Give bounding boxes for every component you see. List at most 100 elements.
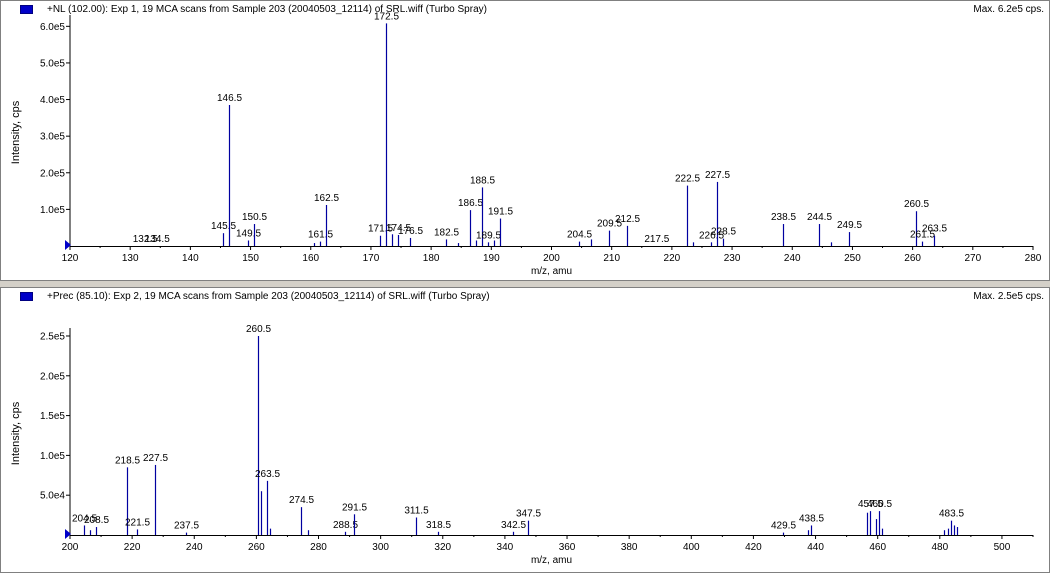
peak-label: 176.5: [398, 226, 423, 237]
peak-label: 237.5: [174, 521, 199, 532]
y-tick-label: 1.0e5: [40, 451, 65, 462]
x-tick-label: 140: [182, 253, 199, 264]
peak-label: 263.5: [255, 469, 280, 480]
x-tick-label: 210: [603, 253, 620, 264]
x-tick-label: 170: [363, 253, 380, 264]
x-tick-label: 270: [964, 253, 981, 264]
x-tick-label: 260: [248, 542, 265, 553]
peak-label: 263.5: [922, 224, 947, 235]
spectrum-plot-prec[interactable]: 200 220 240 260 280 300 320 340 360 380 400 420 440 4…: [1, 288, 1049, 572]
peak-label: 146.5: [217, 93, 242, 104]
x-tick-label: 160: [302, 253, 319, 264]
y-tick-label: 2.5e5: [40, 331, 65, 342]
peak-label: 457.5: [858, 499, 883, 510]
x-tick-label: 400: [683, 542, 700, 553]
max-intensity-label: Max. 6.2e5 cps.: [973, 4, 1044, 15]
cursor-marker: [65, 240, 71, 250]
x-tick-label: 250: [844, 253, 861, 264]
x-tick-label: 460: [869, 542, 886, 553]
pane-select-icon[interactable]: [20, 292, 33, 301]
chart-title: +Prec (85.10): Exp 2, 19 MCA scans from …: [47, 291, 490, 302]
peak-label: 483.5: [939, 509, 964, 520]
peak-label: 189.5: [476, 230, 501, 241]
x-tick-label: 190: [483, 253, 500, 264]
y-tick-label: 3.0e5: [40, 132, 65, 143]
y-tick-label: 1.0e5: [40, 205, 65, 216]
peak-label: 145.5: [211, 221, 236, 232]
peak-label: 274.5: [289, 495, 314, 506]
y-axis-label: Intensity, cps: [10, 401, 22, 465]
y-tick-label: 2.0e5: [40, 371, 65, 382]
x-tick-label: 300: [372, 542, 389, 553]
x-tick-label: 220: [124, 542, 141, 553]
peak-label: 227.5: [705, 170, 730, 181]
x-tick-label: 150: [242, 253, 259, 264]
x-tick-label: 240: [784, 253, 801, 264]
y-tick-label: 6.0e5: [40, 22, 65, 33]
pane-select-icon[interactable]: [20, 5, 33, 14]
peak-label: 260.5: [246, 324, 271, 335]
x-tick-label: 440: [807, 542, 824, 553]
x-tick-label: 180: [423, 253, 440, 264]
x-tick-label: 280: [310, 542, 327, 553]
x-axis-label: m/z, amu: [531, 555, 572, 566]
peak-label: 174.5: [386, 223, 411, 234]
peak-label: 191.5: [488, 207, 513, 218]
x-tick-label: 500: [994, 542, 1011, 553]
y-tick-label: 1.5e5: [40, 411, 65, 422]
x-tick-label: 240: [186, 542, 203, 553]
peak-label: 228.5: [711, 227, 736, 238]
x-tick-label: 320: [434, 542, 451, 553]
x-tick-label: 200: [62, 542, 79, 553]
peak-label: 172.5: [374, 11, 399, 22]
peak-label: 162.5: [314, 193, 339, 204]
peak-label: 311.5: [404, 505, 429, 516]
peak-label: 288.5: [333, 520, 358, 531]
max-intensity-label: Max. 2.5e5 cps.: [973, 291, 1044, 302]
x-tick-label: 220: [664, 253, 681, 264]
peak-label: 238.5: [771, 212, 796, 223]
peak-label: 318.5: [426, 520, 451, 531]
peak-label: 217.5: [644, 234, 669, 245]
peak-label: 249.5: [837, 220, 862, 231]
x-axis-label: m/z, amu: [531, 266, 572, 277]
peak-label: 161.5: [308, 230, 333, 241]
peak-label: 429.5: [771, 521, 796, 532]
x-tick-label: 420: [745, 542, 762, 553]
chart-title: +NL (102.00): Exp 1, 19 MCA scans from S…: [47, 4, 487, 15]
peak-label: 244.5: [807, 212, 832, 223]
peak-label: 171.5: [368, 224, 393, 235]
peak-label: 342.5: [501, 520, 526, 531]
peak-label: 204.5: [567, 230, 592, 241]
spectrum-plot-nl[interactable]: 120 130 140 150 160 170 180 190 200 210 220 230 240 2…: [1, 1, 1049, 280]
x-tick-label: 380: [621, 542, 638, 553]
y-tick-label: 4.0e5: [40, 95, 65, 106]
peak-label: 260.5: [904, 199, 929, 210]
y-tick-label: 5.0e4: [40, 491, 65, 502]
y-tick-label: 2.0e5: [40, 168, 65, 179]
peak-label: 132.5: [133, 234, 158, 245]
peak-label: 204.5: [72, 513, 97, 524]
peak-label: 261.5: [910, 230, 935, 241]
peak-label: 227.5: [143, 453, 168, 464]
x-tick-label: 340: [497, 542, 514, 553]
x-tick-label: 260: [904, 253, 921, 264]
x-tick-label: 280: [1025, 253, 1042, 264]
peak-label: 438.5: [799, 513, 824, 524]
peak-label: 221.5: [125, 517, 150, 528]
peak-label: 460.5: [867, 499, 892, 510]
peak-label: 186.5: [458, 198, 483, 209]
cursor-marker: [65, 529, 71, 539]
peak-label: 209.5: [597, 219, 622, 230]
peak-label: 134.5: [145, 234, 170, 245]
y-axis-label: Intensity, cps: [10, 100, 22, 164]
peak-label: 150.5: [242, 212, 267, 223]
peak-label: 347.5: [516, 509, 541, 520]
spectrum-panel-nl: +NL (102.00): Exp 1, 19 MCA scans from S…: [0, 0, 1050, 281]
x-tick-label: 200: [543, 253, 560, 264]
x-tick-label: 480: [931, 542, 948, 553]
peak-label: 222.5: [675, 174, 700, 185]
x-tick-label: 120: [62, 253, 79, 264]
peak-label: 226.5: [699, 230, 724, 241]
spectrum-panel-prec: +Prec (85.10): Exp 2, 19 MCA scans from …: [0, 287, 1050, 573]
